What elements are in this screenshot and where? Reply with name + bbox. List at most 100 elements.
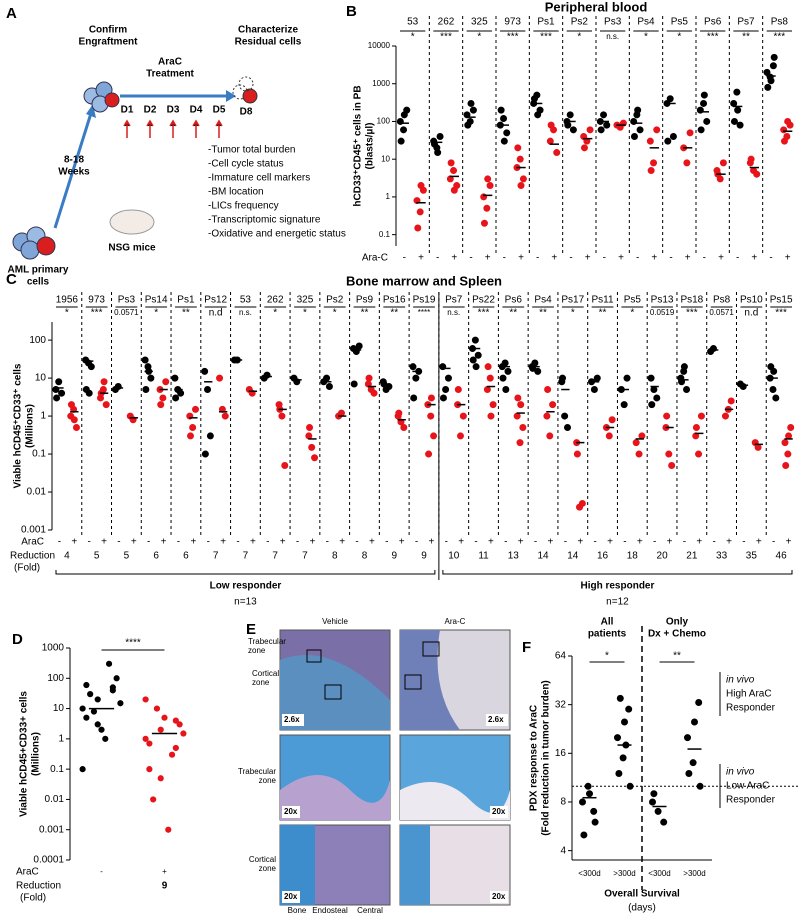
reduction-value: 10 (448, 551, 460, 562)
significance: *** (707, 32, 719, 43)
data-point (692, 424, 700, 432)
data-point (70, 416, 78, 424)
data-point (500, 137, 508, 145)
significance: n.d (744, 308, 758, 319)
legend-sign: - (669, 253, 672, 264)
category-label: Ps6 (704, 17, 722, 28)
data-point (471, 336, 479, 344)
y-axis-label: Viable hCD45⁺CD33⁺ cells (13, 363, 24, 488)
y-tick-label: 32 (555, 699, 567, 710)
reduction-label: Reduction (16, 881, 61, 892)
data-point (564, 424, 572, 432)
label: 8-18 (64, 155, 84, 166)
data-point (484, 363, 492, 371)
data-point (325, 383, 333, 391)
legend-sign: - (385, 537, 388, 548)
data-point (603, 121, 611, 129)
significance: **** (418, 308, 430, 317)
data-point (442, 386, 450, 394)
legend-sign: + (220, 537, 226, 548)
legend-sign: - (772, 537, 775, 548)
data-point (546, 432, 554, 440)
data-point (666, 95, 674, 103)
reduction-value: 18 (627, 551, 639, 562)
legend-sign: - (534, 537, 537, 548)
legend-sign: - (296, 537, 299, 548)
legend-sign: - (504, 537, 507, 548)
significance: * (577, 32, 581, 43)
data-point (636, 126, 644, 134)
data-point (417, 182, 425, 190)
data-point (513, 412, 521, 420)
data-point (206, 432, 214, 440)
legend-sign: + (131, 537, 137, 548)
data-point (650, 386, 658, 394)
data-point (400, 126, 408, 134)
label: cells (27, 277, 50, 288)
significance: ** (509, 308, 517, 319)
category-label: 262 (438, 17, 455, 28)
significance: ** (673, 651, 681, 662)
legend-sign: + (399, 537, 405, 548)
significance: * (411, 32, 415, 43)
category-label: >300d (683, 869, 705, 878)
data-point (578, 499, 586, 507)
significance: ** (361, 308, 369, 319)
y-tick-label: 0.0001 (33, 855, 64, 866)
data-point (553, 149, 561, 157)
data-point (355, 342, 363, 350)
cell-icon (242, 88, 258, 104)
readout: -Oxidative and energetic status (208, 229, 346, 240)
significance: **** (125, 638, 141, 649)
legend-sign: + (756, 537, 762, 548)
data-point (146, 766, 153, 773)
data-point (447, 159, 455, 167)
row-label: Cortical (249, 855, 276, 864)
data-point (782, 461, 790, 469)
y-axis-label: hCD33⁺CD45⁺ cells in PB (353, 85, 364, 206)
legend-sign: - (503, 253, 506, 264)
data-point (634, 106, 642, 114)
data-point (365, 374, 373, 382)
legend-sign: - (569, 253, 572, 264)
legend-sign: + (551, 253, 557, 264)
data-point (695, 698, 703, 706)
y-axis-label: (Millions) (25, 404, 36, 448)
data-point (192, 405, 200, 413)
category-label: - (100, 867, 103, 876)
x-axis-label: AraC (16, 867, 39, 878)
legend-sign: - (653, 537, 656, 548)
data-point (409, 363, 417, 371)
data-point (150, 796, 157, 803)
data-point (764, 83, 772, 91)
data-point (727, 397, 735, 405)
data-point (53, 394, 61, 402)
significance: * (273, 308, 277, 319)
data-point (486, 374, 494, 382)
annotation: Responder (726, 795, 776, 806)
legend-sign: - (703, 253, 706, 264)
data-point (616, 694, 624, 702)
reduction-value: 9 (162, 881, 168, 892)
magnification: 2.6x (284, 715, 300, 724)
reduction-value: 14 (567, 551, 579, 562)
data-point (649, 798, 656, 806)
legend-sign: - (736, 253, 739, 264)
data-point (700, 99, 708, 107)
category-label: >300d (613, 869, 635, 878)
arrow-head (226, 90, 236, 102)
data-point (105, 660, 113, 667)
chart-title: Bone marrow and Spleen (346, 273, 502, 288)
data-point (159, 394, 167, 402)
callout: zone (248, 646, 266, 655)
legend-sign: - (445, 537, 448, 548)
category-label: Ps8 (713, 295, 731, 306)
mag-box (282, 714, 304, 726)
data-point (216, 374, 224, 382)
significance: n.s. (606, 32, 619, 41)
panel-label: F (522, 639, 531, 656)
category-label: Ps18 (680, 295, 703, 306)
legend-sign: - (266, 537, 269, 548)
category-label: Ps2 (326, 295, 344, 306)
data-point (472, 363, 480, 371)
